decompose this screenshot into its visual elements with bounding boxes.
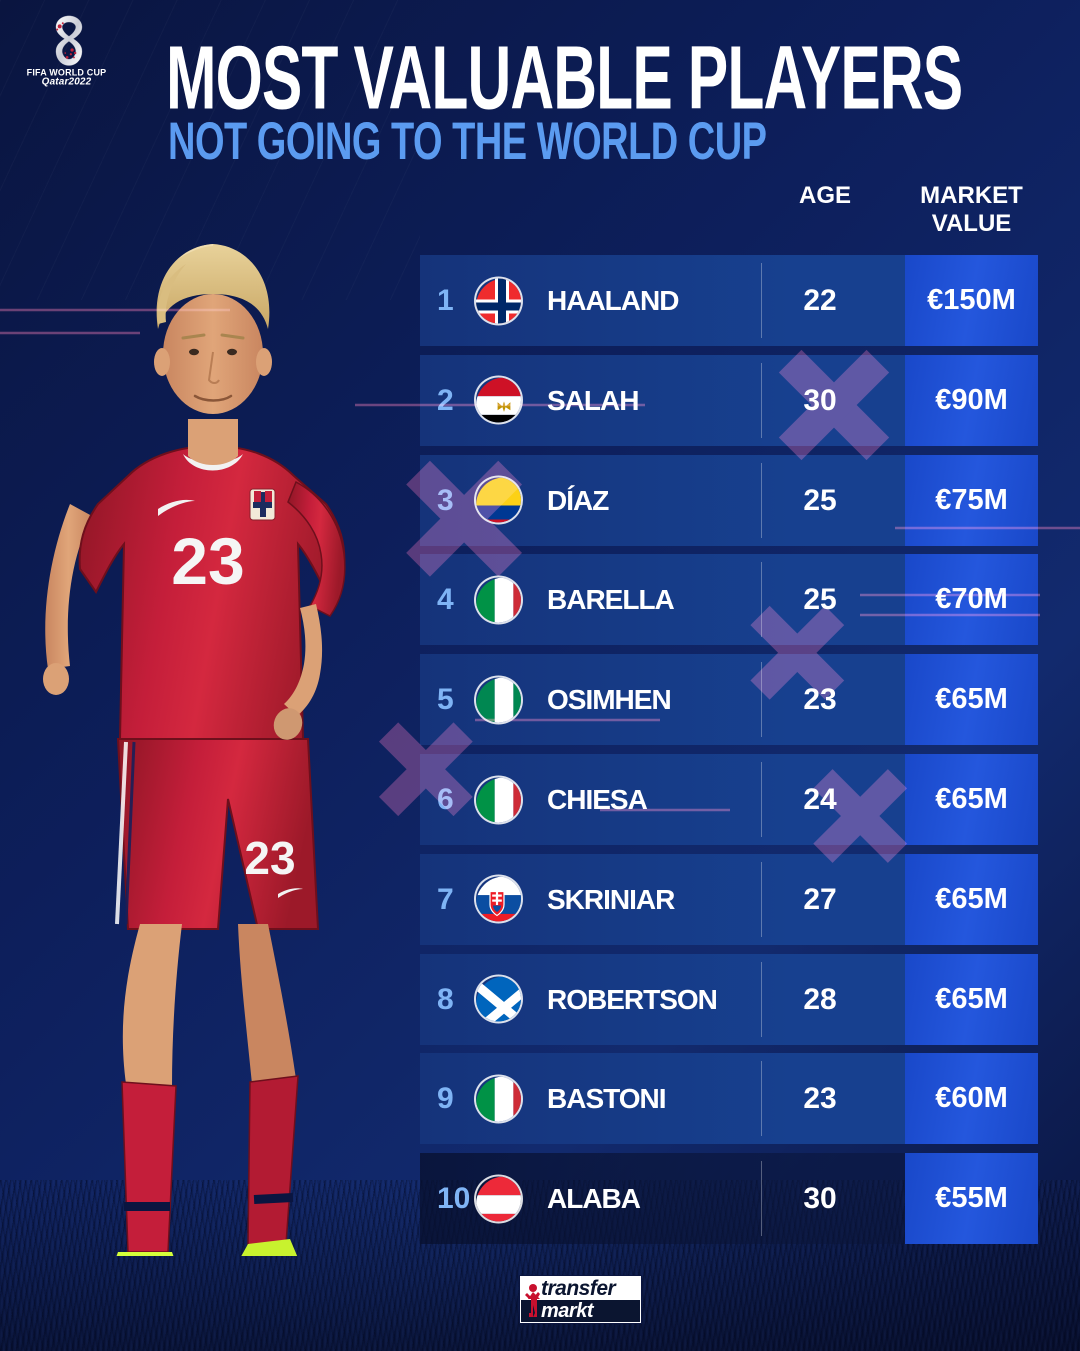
svg-text:23: 23 [171,524,244,598]
svg-text:23: 23 [244,832,295,884]
